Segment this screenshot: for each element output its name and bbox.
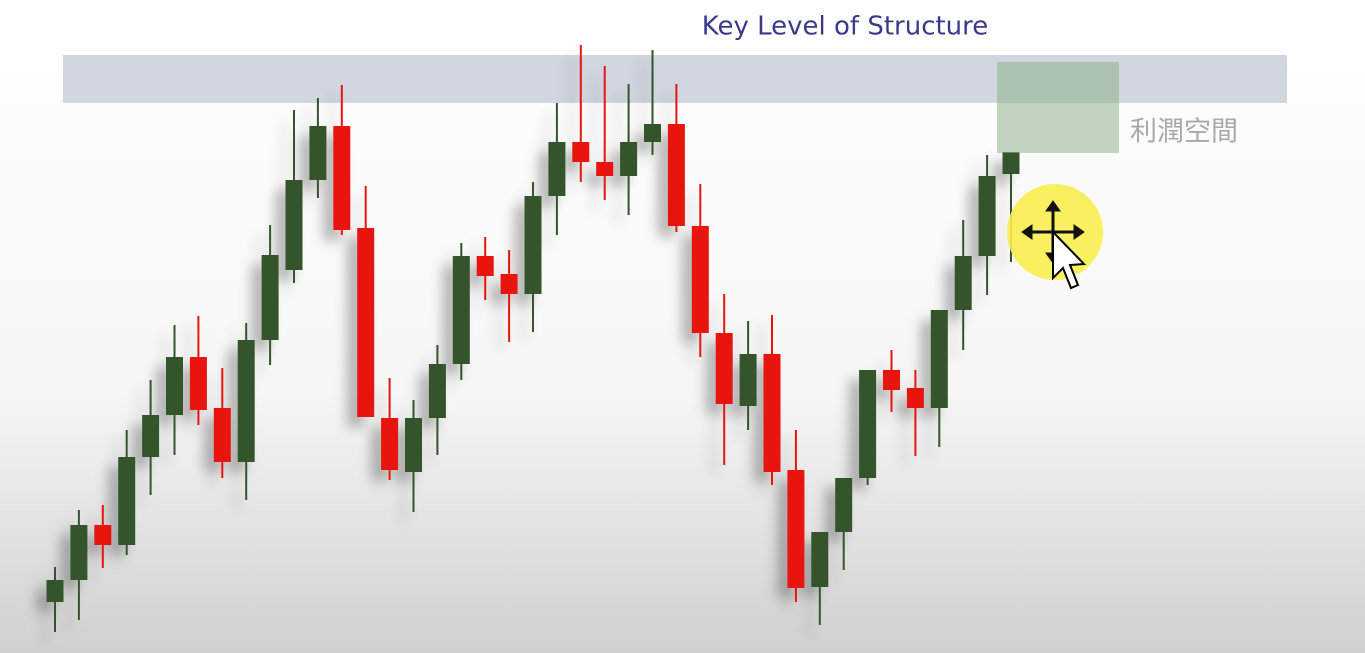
candle-body	[381, 418, 399, 470]
candle-body	[978, 176, 996, 256]
candle-body	[500, 274, 518, 294]
candles	[46, 45, 1020, 632]
candle-body	[94, 525, 112, 545]
candle-body	[405, 418, 422, 472]
candle-body	[763, 354, 781, 472]
candle-body	[739, 354, 757, 406]
key-level-label: Key Level of Structure	[702, 12, 989, 42]
candle-body	[811, 532, 829, 587]
candle-body	[691, 226, 709, 333]
candle-body	[1002, 152, 1020, 174]
candle-body	[787, 470, 805, 588]
candle-body	[285, 180, 303, 270]
candle-body	[357, 228, 375, 417]
candle-body	[906, 388, 924, 408]
candle-body	[596, 162, 614, 176]
profit-zone-label: 利潤空間	[1130, 117, 1238, 148]
candle-body	[715, 333, 733, 404]
candle-body	[548, 142, 566, 196]
candle-body	[572, 142, 590, 162]
candle-body	[644, 124, 661, 142]
candle-body	[333, 126, 351, 230]
candle-body	[70, 525, 88, 580]
candle-body	[452, 256, 470, 364]
candle-body	[835, 478, 853, 532]
candle-body	[524, 196, 542, 294]
candle-body	[213, 408, 231, 462]
candle-body	[142, 415, 160, 457]
candle-body	[46, 580, 64, 602]
candle-body	[428, 364, 446, 418]
candle-body	[859, 370, 877, 478]
candle-body	[883, 370, 900, 390]
candle-body	[118, 457, 136, 545]
candle-body	[930, 310, 948, 408]
candle-body	[620, 142, 638, 176]
profit-zone	[997, 62, 1119, 153]
candle-body	[954, 256, 972, 310]
candle-body	[166, 357, 183, 415]
candle-body	[237, 340, 255, 462]
candle-body	[261, 255, 279, 340]
candle-body	[476, 256, 494, 276]
candle-body	[189, 357, 207, 410]
candle-body	[309, 126, 327, 180]
cursor	[1021, 200, 1087, 290]
candle-body	[667, 124, 685, 226]
